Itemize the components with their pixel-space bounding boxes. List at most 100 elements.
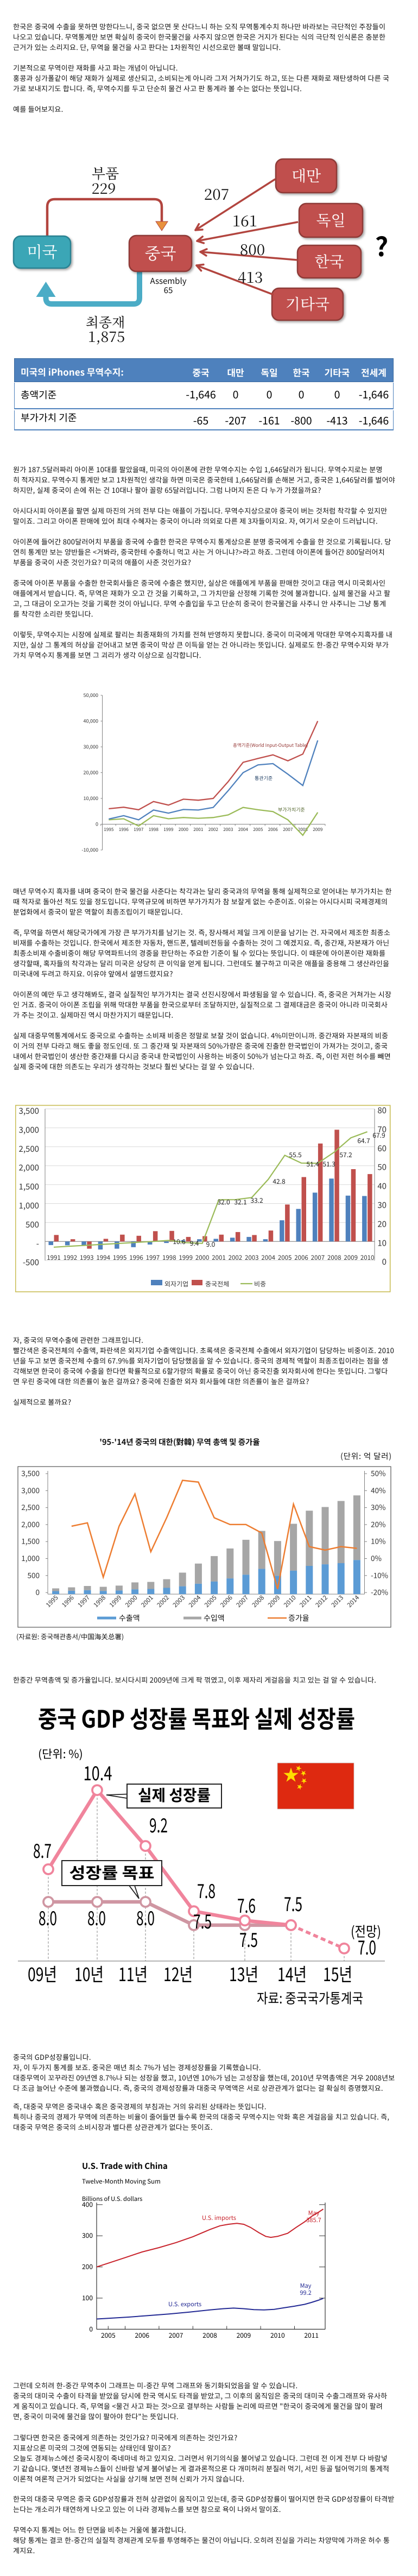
svg-text:2009: 2009 <box>266 1594 282 1609</box>
svg-text:1999: 1999 <box>107 1594 123 1609</box>
svg-text:8.0: 8.0 <box>39 1903 57 1931</box>
svg-text:09년: 09년 <box>28 1960 57 1987</box>
svg-text:3,500: 3,500 <box>21 1468 40 1479</box>
svg-text:2009: 2009 <box>344 1253 358 1262</box>
svg-text:통관기준: 통관기준 <box>255 775 273 782</box>
svg-text:2007: 2007 <box>234 1594 250 1609</box>
svg-text:2008: 2008 <box>327 1253 341 1262</box>
svg-text:2008: 2008 <box>202 2331 217 2340</box>
svg-text:40,000: 40,000 <box>84 718 98 725</box>
svg-text:2010: 2010 <box>282 1594 297 1609</box>
svg-text:70: 70 <box>377 1124 387 1135</box>
svg-text:2011: 2011 <box>297 1594 313 1609</box>
svg-text:-500: -500 <box>23 1257 39 1268</box>
svg-text:자료: 중국국가통계국: 자료: 중국국가통계국 <box>257 1988 363 2008</box>
svg-text:2010: 2010 <box>360 1253 375 1262</box>
svg-text:중국 GDP 성장률 목표와 실제 성장률: 중국 GDP 성장률 목표와 실제 성장률 <box>38 1700 355 1735</box>
svg-text:2003: 2003 <box>171 1594 187 1609</box>
svg-text:2005: 2005 <box>202 1594 218 1609</box>
svg-text:7.6: 7.6 <box>237 1890 256 1919</box>
svg-text:20,000: 20,000 <box>84 769 98 776</box>
svg-text:1992: 1992 <box>64 1253 78 1262</box>
svg-text:80: 80 <box>377 1105 387 1116</box>
svg-text:2001: 2001 <box>212 1253 226 1262</box>
svg-text:10,000: 10,000 <box>84 795 98 802</box>
svg-text:1996: 1996 <box>60 1594 75 1609</box>
svg-text:400: 400 <box>82 2200 93 2209</box>
svg-text:10.6: 10.6 <box>173 1237 186 1246</box>
svg-text:1998: 1998 <box>149 826 159 833</box>
svg-text:수입액: 수입액 <box>204 1613 225 1623</box>
svg-text:최종재: 최종재 <box>86 312 125 332</box>
svg-text:42.8: 42.8 <box>273 1177 286 1186</box>
svg-text:0: 0 <box>96 821 98 828</box>
svg-text:May: May <box>308 2209 320 2217</box>
svg-text:2000: 2000 <box>123 1594 139 1609</box>
svg-text:1997: 1997 <box>134 826 144 833</box>
svg-text:500: 500 <box>28 1569 40 1580</box>
svg-text:2003: 2003 <box>223 826 233 833</box>
svg-text:161: 161 <box>232 210 257 231</box>
svg-text:65: 65 <box>164 284 173 296</box>
svg-text:30: 30 <box>377 1200 387 1211</box>
svg-text:2014: 2014 <box>345 1593 362 1609</box>
svg-text:0: 0 <box>36 1587 40 1597</box>
svg-text:독일: 독일 <box>316 209 345 231</box>
svg-text:부가가치기준: 부가가치기준 <box>278 806 305 813</box>
svg-text:2004: 2004 <box>238 826 249 833</box>
svg-text:229: 229 <box>92 177 116 198</box>
svg-text:13년: 13년 <box>229 1960 258 1987</box>
svg-text:Billions of U.S. dollars: Billions of U.S. dollars <box>82 2194 142 2203</box>
svg-text:기타국: 기타국 <box>286 293 330 314</box>
svg-text:2005: 2005 <box>101 2331 116 2340</box>
svg-text:2001: 2001 <box>139 1594 155 1609</box>
svg-text:'95-'14년 중국의 대한(對韓) 무역 총액 및 증가: '95-'14년 중국의 대한(對韓) 무역 총액 및 증가율 <box>99 1436 259 1448</box>
svg-text:2006: 2006 <box>135 2331 149 2340</box>
svg-text:14년: 14년 <box>277 1960 307 1987</box>
svg-text:33.2: 33.2 <box>250 1196 263 1205</box>
svg-text:2010: 2010 <box>270 2331 285 2340</box>
svg-text:1998: 1998 <box>92 1594 107 1609</box>
svg-text:수출액: 수출액 <box>119 1613 140 1623</box>
svg-text:10%: 10% <box>371 1536 385 1546</box>
svg-text:증가율: 증가율 <box>288 1613 309 1623</box>
svg-text:(단위: %): (단위: %) <box>38 1746 83 1762</box>
svg-text:15년: 15년 <box>323 1960 352 1987</box>
svg-text:55.5: 55.5 <box>289 1150 302 1159</box>
svg-text:11년: 11년 <box>118 1960 148 1987</box>
svg-text:9.2: 9.2 <box>149 1810 168 1838</box>
svg-text:67.9: 67.9 <box>372 1131 385 1140</box>
svg-text:중국: 중국 <box>145 240 176 264</box>
svg-text:1996: 1996 <box>129 1253 143 1262</box>
svg-text:7.5: 7.5 <box>284 1889 302 1917</box>
svg-text:60: 60 <box>377 1143 387 1154</box>
svg-text:3,500: 3,500 <box>19 1105 39 1116</box>
svg-text:64.7: 64.7 <box>357 1136 370 1145</box>
svg-text:32.0: 32.0 <box>217 1197 230 1207</box>
svg-text:207: 207 <box>204 183 229 205</box>
svg-text:7.5: 7.5 <box>193 1906 212 1934</box>
svg-text:2,000: 2,000 <box>19 1162 39 1173</box>
svg-text:U.S. imports: U.S. imports <box>202 2213 236 2222</box>
svg-text:2013: 2013 <box>330 1594 345 1609</box>
svg-text:2006: 2006 <box>294 1253 308 1262</box>
svg-text:10: 10 <box>377 1237 387 1248</box>
svg-text:미국: 미국 <box>27 240 57 263</box>
svg-text:3,000: 3,000 <box>21 1484 40 1495</box>
svg-text:-: - <box>36 1238 39 1249</box>
svg-text:1999: 1999 <box>179 1253 193 1262</box>
svg-text:1997: 1997 <box>75 1594 91 1609</box>
svg-text:2004: 2004 <box>187 1593 203 1609</box>
svg-text:50,000: 50,000 <box>84 691 98 699</box>
svg-text:Twelve-Month Moving Sum: Twelve-Month Moving Sum <box>82 2177 161 2186</box>
svg-text:2006: 2006 <box>268 826 278 833</box>
svg-text:대만: 대만 <box>292 164 321 186</box>
svg-text:May: May <box>300 2281 312 2290</box>
svg-text:51.4: 51.4 <box>306 1159 319 1169</box>
svg-text:1997: 1997 <box>146 1253 160 1262</box>
svg-text:3,000: 3,000 <box>19 1124 39 1135</box>
svg-text:9.0: 9.0 <box>206 1240 216 1249</box>
svg-text:1,875: 1,875 <box>88 325 125 346</box>
svg-text:-10%: -10% <box>371 1569 388 1580</box>
svg-text:10.4: 10.4 <box>84 1758 112 1786</box>
